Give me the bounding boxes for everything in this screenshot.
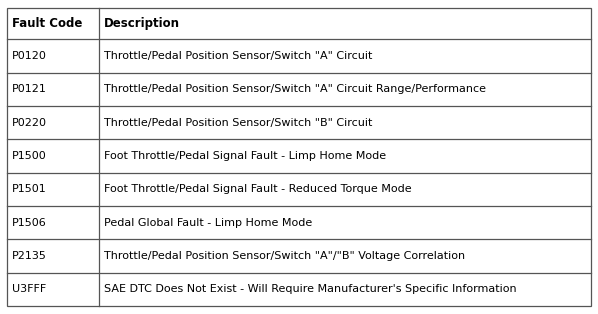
Text: Foot Throttle/Pedal Signal Fault - Limp Home Mode: Foot Throttle/Pedal Signal Fault - Limp … xyxy=(104,151,386,161)
Text: Pedal Global Fault - Limp Home Mode: Pedal Global Fault - Limp Home Mode xyxy=(104,218,312,228)
Text: P1506: P1506 xyxy=(12,218,47,228)
Text: P1501: P1501 xyxy=(12,184,47,194)
Text: P0120: P0120 xyxy=(12,51,47,61)
Text: Fault Code: Fault Code xyxy=(12,17,83,30)
Text: Throttle/Pedal Position Sensor/Switch "B" Circuit: Throttle/Pedal Position Sensor/Switch "B… xyxy=(104,118,373,127)
Text: P1500: P1500 xyxy=(12,151,47,161)
Text: P2135: P2135 xyxy=(12,251,47,261)
Text: U3FFF: U3FFF xyxy=(12,284,46,295)
Text: Foot Throttle/Pedal Signal Fault - Reduced Torque Mode: Foot Throttle/Pedal Signal Fault - Reduc… xyxy=(104,184,412,194)
Text: P0220: P0220 xyxy=(12,118,47,127)
Text: Description: Description xyxy=(104,17,180,30)
Text: Throttle/Pedal Position Sensor/Switch "A" Circuit: Throttle/Pedal Position Sensor/Switch "A… xyxy=(104,51,373,61)
Text: SAE DTC Does Not Exist - Will Require Manufacturer's Specific Information: SAE DTC Does Not Exist - Will Require Ma… xyxy=(104,284,517,295)
Text: P0121: P0121 xyxy=(12,84,47,94)
Text: Throttle/Pedal Position Sensor/Switch "A"/"B" Voltage Correlation: Throttle/Pedal Position Sensor/Switch "A… xyxy=(104,251,465,261)
Text: Throttle/Pedal Position Sensor/Switch "A" Circuit Range/Performance: Throttle/Pedal Position Sensor/Switch "A… xyxy=(104,84,486,94)
